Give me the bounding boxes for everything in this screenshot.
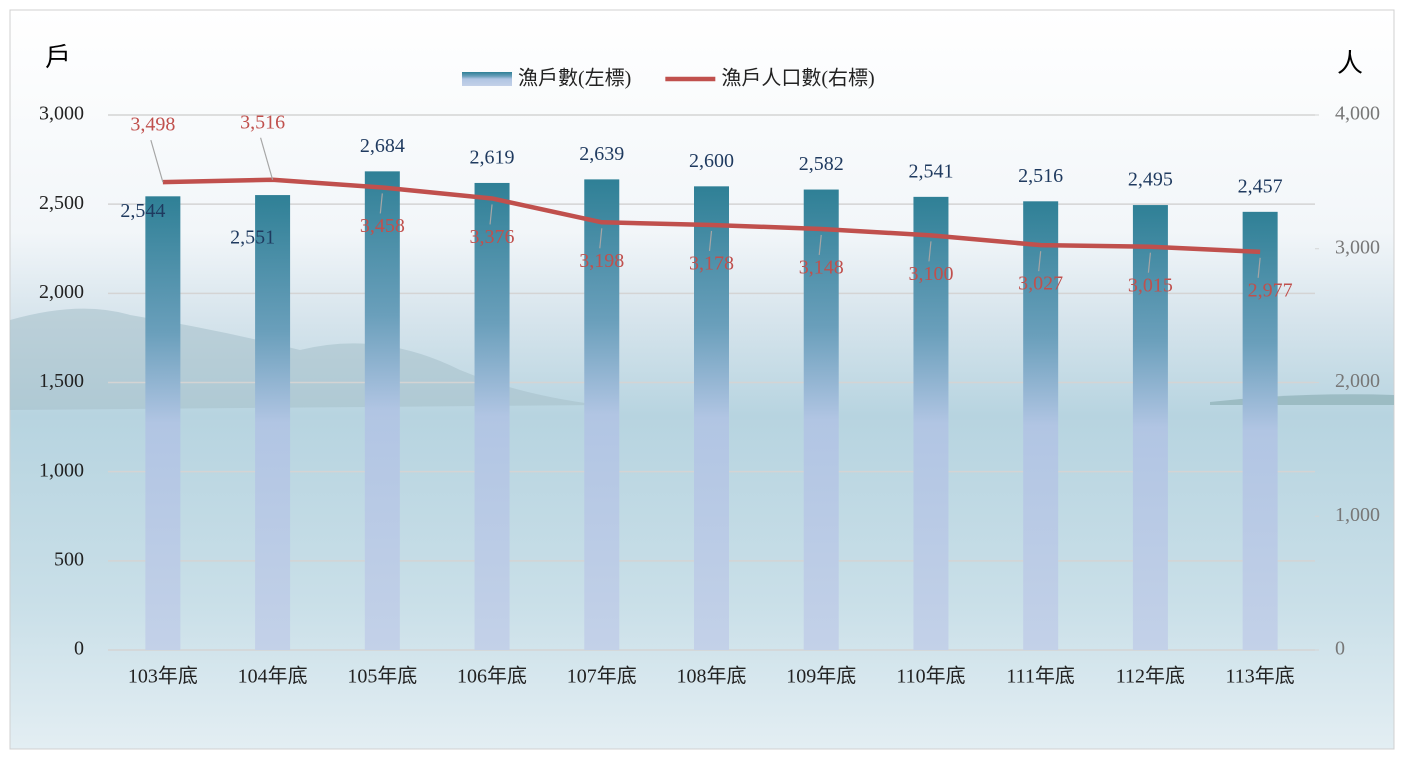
bar xyxy=(694,186,729,651)
y2-axis-title: 人 xyxy=(1337,49,1363,78)
legend-label: 漁戶人口數(右標) xyxy=(721,67,874,90)
leader-line xyxy=(489,204,493,225)
legend-label: 漁戶數(左標) xyxy=(518,67,631,90)
x-tick-label: 104年底 xyxy=(238,665,308,688)
x-tick-label: 103年底 xyxy=(128,665,198,688)
line xyxy=(162,177,1261,255)
leader-line xyxy=(1147,252,1152,273)
x-tick-label: 105年底 xyxy=(347,665,417,688)
y2-tick-label: 2,000 xyxy=(1335,370,1380,392)
bar xyxy=(913,196,949,651)
bar-value-label: 2,457 xyxy=(1238,175,1283,197)
bar-value-label: 2,541 xyxy=(908,160,953,182)
line-value-label: 3,516 xyxy=(240,111,285,133)
y-tick-label: 2,500 xyxy=(39,192,84,214)
bar xyxy=(1023,201,1059,650)
y-axis-title: 戶 xyxy=(45,43,71,72)
y-tick-label: 500 xyxy=(54,548,84,570)
y2-tick-label: 3,000 xyxy=(1335,236,1380,258)
bar-value-label: 2,551 xyxy=(230,227,275,249)
bar xyxy=(803,189,839,650)
bar xyxy=(1242,211,1278,650)
x-tick-label: 110年底 xyxy=(896,665,965,688)
x-tick-label: 113年底 xyxy=(1226,665,1295,688)
line-value-label: 3,498 xyxy=(130,114,175,136)
y2-tick-label: 4,000 xyxy=(1335,103,1380,125)
y-tick-label: 1,500 xyxy=(39,370,84,392)
line-value-label: 3,178 xyxy=(689,253,734,275)
line-value-label: 2,977 xyxy=(1248,279,1293,301)
bar xyxy=(474,182,510,650)
bar xyxy=(255,195,291,651)
leader-line xyxy=(599,228,603,249)
y2-tick-label: 0 xyxy=(1335,638,1345,660)
line-value-label: 3,198 xyxy=(579,250,624,272)
leader-line xyxy=(1257,257,1261,278)
y2-tick-label: 1,000 xyxy=(1335,504,1380,526)
leader-line xyxy=(1038,251,1042,272)
leader-line xyxy=(708,230,713,252)
leader-line xyxy=(150,139,164,183)
leader-line xyxy=(260,137,274,180)
y-tick-label: 3,000 xyxy=(39,103,84,125)
bar xyxy=(364,171,400,650)
x-tick-label: 106年底 xyxy=(457,665,527,688)
line-value-label: 3,458 xyxy=(360,215,405,237)
x-tick-label: 109年底 xyxy=(786,665,856,688)
leader-line xyxy=(818,234,822,256)
line-value-label: 3,148 xyxy=(799,257,844,279)
y-tick-label: 2,000 xyxy=(39,281,84,303)
y-tick-label: 0 xyxy=(74,638,84,660)
bar-value-label: 2,582 xyxy=(799,153,844,175)
bar-value-label: 2,684 xyxy=(360,135,405,157)
bar-value-label: 2,619 xyxy=(470,147,515,169)
bar-value-label: 2,639 xyxy=(579,143,624,165)
line-value-label: 3,015 xyxy=(1128,274,1173,296)
leader-line xyxy=(379,193,383,214)
y-tick-label: 1,000 xyxy=(39,459,84,481)
bar xyxy=(1132,205,1168,650)
bar-value-label: 2,544 xyxy=(120,200,165,222)
line-value-label: 3,376 xyxy=(470,226,515,248)
legend-swatch xyxy=(462,72,512,86)
bar xyxy=(145,196,181,650)
bar-value-label: 2,495 xyxy=(1128,169,1173,191)
bar-value-label: 2,516 xyxy=(1018,165,1063,187)
leader-line xyxy=(928,241,932,262)
line-value-label: 3,027 xyxy=(1018,273,1063,295)
x-tick-label: 112年底 xyxy=(1116,665,1185,688)
line-value-label: 3,100 xyxy=(908,263,953,285)
x-tick-label: 108年底 xyxy=(677,665,747,688)
bar-value-label: 2,600 xyxy=(689,150,734,172)
x-tick-label: 107年底 xyxy=(567,665,637,688)
x-tick-label: 111年底 xyxy=(1006,665,1075,688)
bar xyxy=(584,179,620,650)
